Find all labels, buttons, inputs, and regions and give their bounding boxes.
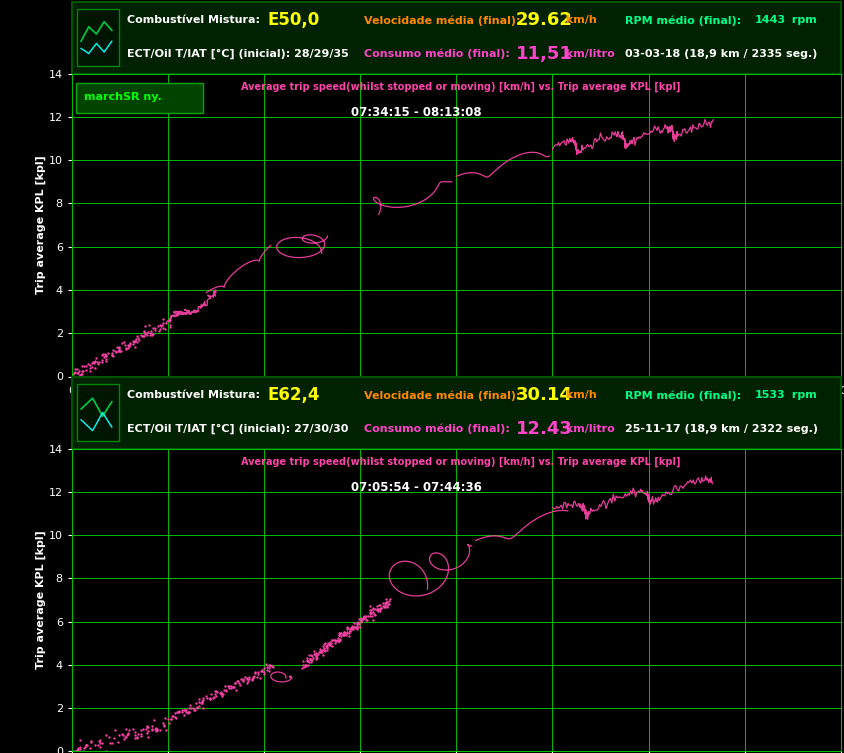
Text: 29.62: 29.62 — [515, 11, 571, 29]
Text: 25-11-17 (18,9 km / 2322 seg.): 25-11-17 (18,9 km / 2322 seg.) — [625, 424, 818, 434]
Text: Consumo médio (final):: Consumo médio (final): — [364, 424, 513, 434]
Text: RPM médio (final):: RPM médio (final): — [625, 15, 744, 26]
Text: ECT/Oil T/IAT [°C] (inicial): 28/29/35: ECT/Oil T/IAT [°C] (inicial): 28/29/35 — [127, 49, 349, 59]
Text: 07:34:15 - 08:13:08: 07:34:15 - 08:13:08 — [350, 106, 480, 119]
Y-axis label: Trip average KPL [kpl]: Trip average KPL [kpl] — [35, 531, 46, 669]
Text: Average trip speed(whilst stopped or moving) [km/h] vs. Trip average KPL [kpl]: Average trip speed(whilst stopped or mov… — [241, 81, 679, 92]
Text: 30.14: 30.14 — [515, 386, 571, 404]
Text: Consumo médio (final):: Consumo médio (final): — [364, 49, 513, 59]
Text: Combustível Mistura:: Combustível Mistura: — [127, 15, 264, 26]
Text: ECT/Oil T/IAT [°C] (inicial): 27/30/30: ECT/Oil T/IAT [°C] (inicial): 27/30/30 — [127, 424, 349, 434]
Text: 07:05:54 - 07:44:36: 07:05:54 - 07:44:36 — [350, 481, 481, 494]
Text: km/litro: km/litro — [562, 424, 614, 434]
Text: RPM médio (final):: RPM médio (final): — [625, 390, 744, 401]
Text: E62,4: E62,4 — [268, 386, 320, 404]
Text: marchSR ny.: marchSR ny. — [84, 93, 162, 102]
Text: 12.43: 12.43 — [515, 420, 571, 438]
X-axis label: Average trip speed(whilst stopped or moving) [km/h]: Average trip speed(whilst stopped or mov… — [289, 398, 622, 409]
Y-axis label: Trip average KPL [kpl]: Trip average KPL [kpl] — [35, 156, 46, 294]
Text: rpm: rpm — [787, 15, 816, 26]
Text: 11,51: 11,51 — [515, 45, 571, 63]
Text: rpm: rpm — [787, 390, 816, 401]
Text: 1533: 1533 — [754, 390, 784, 401]
Bar — [77, 384, 119, 441]
Text: Combustível Mistura:: Combustível Mistura: — [127, 390, 264, 401]
Text: E50,0: E50,0 — [268, 11, 320, 29]
Text: Velocidade média (final):: Velocidade média (final): — [364, 390, 524, 401]
Text: km/h: km/h — [562, 15, 597, 26]
Text: 1443: 1443 — [754, 15, 785, 26]
Text: Velocidade média (final):: Velocidade média (final): — [364, 15, 524, 26]
Text: 03-03-18 (18,9 km / 2335 seg.): 03-03-18 (18,9 km / 2335 seg.) — [625, 49, 817, 59]
Text: km/litro: km/litro — [562, 49, 614, 59]
FancyBboxPatch shape — [76, 83, 203, 113]
Text: Average trip speed(whilst stopped or moving) [km/h] vs. Trip average KPL [kpl]: Average trip speed(whilst stopped or mov… — [241, 456, 679, 467]
Text: km/h: km/h — [562, 390, 597, 401]
Bar — [77, 9, 119, 66]
